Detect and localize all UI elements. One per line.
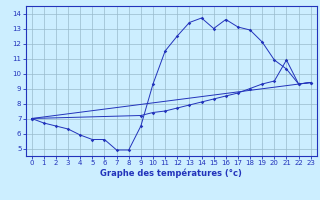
X-axis label: Graphe des températures (°c): Graphe des températures (°c) [100, 169, 242, 178]
